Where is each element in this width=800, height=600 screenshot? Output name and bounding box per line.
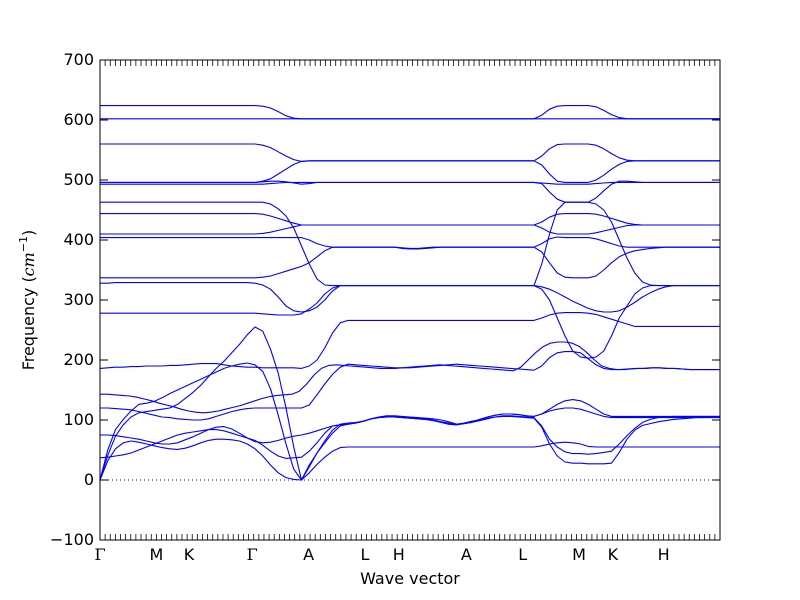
y-axis-ticks: −100 0 100 200 300 400 500 600 700 bbox=[50, 50, 720, 549]
y-axis-title-suffix: ) bbox=[19, 230, 38, 236]
x-tick-label: A bbox=[461, 545, 472, 564]
y-tick-label: 700 bbox=[63, 50, 94, 69]
x-tick-label: H bbox=[658, 545, 670, 564]
x-tick-label: M bbox=[149, 545, 163, 564]
plot-frame bbox=[99, 59, 721, 541]
band-line-4 bbox=[99, 407, 720, 459]
y-tick-label: 400 bbox=[63, 230, 94, 249]
band-line-18 bbox=[100, 160, 720, 183]
band-line-14 bbox=[100, 213, 720, 226]
y-tick-label: 500 bbox=[63, 170, 94, 189]
band-line-13 bbox=[100, 224, 720, 235]
band-line-9 bbox=[100, 285, 720, 359]
band-line-12 bbox=[100, 236, 720, 249]
band-line-15 bbox=[100, 201, 720, 287]
x-tick-label: M bbox=[572, 545, 586, 564]
y-tick-label: 0 bbox=[84, 470, 94, 489]
band-line-8 bbox=[99, 312, 720, 369]
band-line-3 bbox=[99, 438, 720, 481]
band-line-5 bbox=[100, 399, 720, 445]
x-tick-label: Γ bbox=[94, 545, 105, 564]
x-tick-label: K bbox=[184, 545, 195, 564]
y-tick-label: 100 bbox=[63, 410, 94, 429]
x-tick-label: A bbox=[303, 545, 314, 564]
band-line-1 bbox=[99, 362, 720, 481]
y-axis-title: Frequency (cm−1) bbox=[17, 230, 38, 371]
y-axis-title-prefix: Frequency ( bbox=[19, 276, 38, 370]
band-lines bbox=[99, 105, 720, 481]
y-tick-label: 300 bbox=[63, 290, 94, 309]
x-tick-label: L bbox=[360, 545, 369, 564]
y-axis-title-exponent: −1 bbox=[17, 236, 30, 252]
x-minor-ticks bbox=[99, 60, 721, 540]
x-tick-label: Γ bbox=[247, 545, 258, 564]
x-tick-label: L bbox=[518, 545, 527, 564]
band-line-7 bbox=[100, 341, 720, 414]
band-line-21 bbox=[100, 105, 720, 120]
y-axis-title-unit: cm bbox=[19, 252, 38, 276]
band-line-2 bbox=[99, 326, 720, 481]
band-line-19 bbox=[100, 143, 720, 162]
band-line-11 bbox=[100, 246, 720, 279]
y-tick-label: 600 bbox=[63, 110, 94, 129]
x-tick-label: K bbox=[608, 545, 619, 564]
band-line-10 bbox=[100, 282, 720, 313]
y-tick-label: 200 bbox=[63, 350, 94, 369]
y-tick-label: −100 bbox=[50, 530, 94, 549]
x-tick-label: H bbox=[393, 545, 405, 564]
x-axis-title: Wave vector bbox=[360, 569, 460, 588]
band-line-6 bbox=[100, 351, 720, 421]
